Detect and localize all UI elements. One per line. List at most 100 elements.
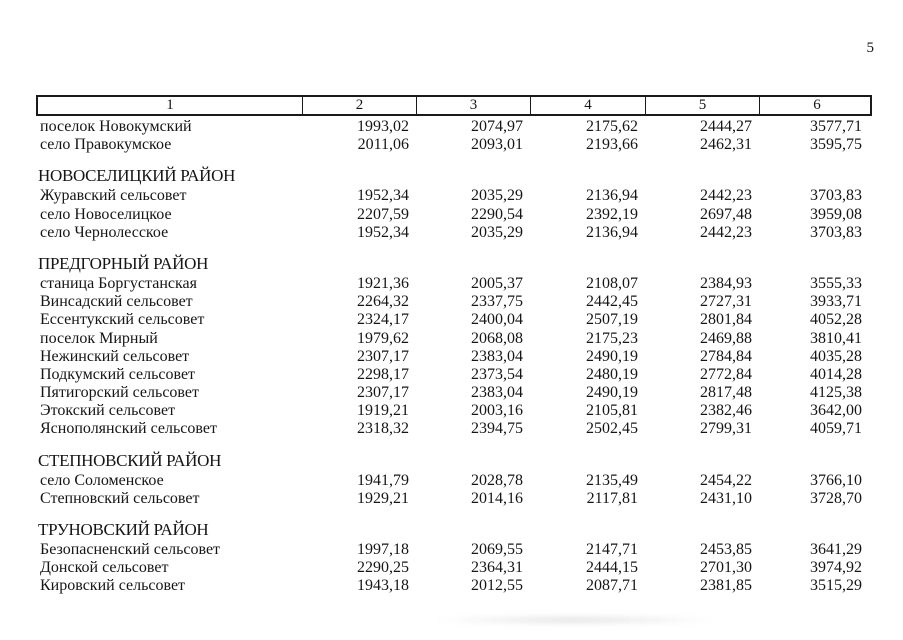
column-header: 6 bbox=[759, 97, 874, 114]
value-cell: 2462,31 bbox=[700, 136, 752, 154]
value-cell: 3641,29 bbox=[810, 541, 862, 558]
value-cell: 1929,21 bbox=[357, 489, 409, 507]
table-row: Нежинский сельсовет 2307,17 2383,04 2490,19… bbox=[36, 348, 872, 366]
value-cell: 2087,71 bbox=[586, 577, 638, 595]
section-title: СТЕПНОВСКИЙ РАЙОН bbox=[38, 450, 222, 470]
value-cell: 1943,18 bbox=[357, 577, 409, 595]
table-row: Журавский сельсовет 1952,34 2035,29 2136,94… bbox=[36, 187, 872, 205]
table-row: Яснополянский сельсовет 2318,32 2394,75 250… bbox=[36, 420, 872, 438]
value-cell: 2444,15 bbox=[586, 559, 638, 577]
value-cell: 4059,71 bbox=[810, 420, 862, 438]
value-cell: 2068,08 bbox=[471, 329, 523, 347]
value-cell: 2442,23 bbox=[700, 187, 752, 205]
value-cell: 2035,29 bbox=[471, 187, 523, 205]
value-cell: 2381,85 bbox=[700, 577, 752, 595]
value-cell: 3703,83 bbox=[810, 187, 862, 205]
value-cell: 2324,17 bbox=[357, 311, 409, 329]
table-row: Пятигорский сельсовет 2307,17 2383,04 2490,… bbox=[36, 384, 872, 402]
value-cell: 2817,48 bbox=[700, 384, 752, 402]
value-cell: 1919,21 bbox=[357, 402, 409, 420]
value-cell: 2307,17 bbox=[357, 347, 409, 365]
value-cell: 2318,32 bbox=[357, 420, 409, 438]
table-row: село Правокумское 2011,06 2093,01 2193,66 24… bbox=[36, 136, 872, 154]
table-body: поселок Новокумский 1993,02 2074,97 2175,62… bbox=[36, 116, 872, 596]
value-cell: 2382,46 bbox=[700, 402, 752, 420]
table-row: станица Боргустанская 1921,36 2005,37 2108,… bbox=[36, 275, 872, 293]
value-cell: 3766,10 bbox=[810, 471, 862, 489]
column-header: 5 bbox=[645, 97, 759, 114]
table-row: Безопасненский сельсовет 1997,18 2069,55 21… bbox=[36, 541, 872, 559]
value-cell: 3515,29 bbox=[810, 577, 862, 595]
value-cell: 2384,93 bbox=[700, 274, 752, 292]
value-cell: 2394,75 bbox=[471, 420, 523, 438]
value-cell: 3577,71 bbox=[810, 118, 862, 135]
value-cell: 4014,28 bbox=[810, 365, 862, 383]
row-label: село Правокумское bbox=[40, 136, 172, 154]
table-row: поселок Новокумский 1993,02 2074,97 2175,62… bbox=[36, 118, 872, 136]
table-row: Подкумский сельсовет 2298,17 2373,54 2480,1… bbox=[36, 366, 872, 384]
scan-artifact bbox=[430, 614, 720, 626]
value-cell: 2784,84 bbox=[700, 347, 752, 365]
value-cell: 2117,81 bbox=[586, 489, 638, 507]
value-cell: 2507,19 bbox=[586, 311, 638, 329]
row-label: поселок Мирный bbox=[40, 329, 158, 347]
row-label: Кировский сельсовет bbox=[40, 577, 186, 595]
value-cell: 2431,10 bbox=[700, 489, 752, 507]
value-cell: 2469,88 bbox=[700, 329, 752, 347]
table-row: село Соломенское 1941,79 2028,78 2135,49 245… bbox=[36, 472, 872, 490]
value-cell: 3728,70 bbox=[810, 489, 862, 507]
value-cell: 2193,66 bbox=[586, 136, 638, 154]
table-row: Ессентукский сельсовет 2324,17 2400,04 2507… bbox=[36, 311, 872, 329]
value-cell: 2364,31 bbox=[471, 559, 523, 577]
value-cell: 2444,27 bbox=[700, 118, 752, 135]
value-cell: 1952,34 bbox=[357, 223, 409, 241]
value-cell: 2011,06 bbox=[357, 136, 409, 154]
value-cell: 2400,04 bbox=[471, 311, 523, 329]
value-cell: 2307,17 bbox=[357, 384, 409, 402]
table-row: Этокский сельсовет 1919,21 2003,16 2105,81 2… bbox=[36, 402, 872, 420]
value-cell: 2290,25 bbox=[357, 559, 409, 577]
value-cell: 2701,30 bbox=[700, 559, 752, 577]
row-label: Этокский сельсовет bbox=[40, 402, 176, 420]
value-cell: 2175,23 bbox=[586, 329, 638, 347]
column-header: 3 bbox=[416, 97, 530, 114]
value-cell: 2014,16 bbox=[471, 489, 523, 507]
value-cell: 2801,84 bbox=[700, 311, 752, 329]
value-cell: 3959,08 bbox=[810, 205, 862, 223]
value-cell: 2074,97 bbox=[471, 118, 523, 135]
value-cell: 2697,48 bbox=[700, 205, 752, 223]
value-cell: 2490,19 bbox=[586, 347, 638, 365]
value-cell: 4125,38 bbox=[810, 384, 862, 402]
row-label: Степновский сельсовет bbox=[40, 489, 200, 507]
value-cell: 2093,01 bbox=[471, 136, 523, 154]
value-cell: 2480,19 bbox=[586, 365, 638, 383]
row-label: Журавский сельсовет bbox=[40, 187, 187, 205]
value-cell: 2207,59 bbox=[357, 205, 409, 223]
value-cell: 2012,55 bbox=[471, 577, 523, 595]
value-cell: 2175,62 bbox=[586, 118, 638, 135]
value-cell: 3974,92 bbox=[810, 559, 862, 577]
row-label: село Чернолесское bbox=[40, 223, 169, 241]
section-title: НОВОСЕЛИЦКИЙ РАЙОН bbox=[38, 166, 236, 186]
value-cell: 2383,04 bbox=[471, 347, 523, 365]
value-cell: 2442,45 bbox=[586, 293, 638, 311]
value-cell: 2454,22 bbox=[700, 471, 752, 489]
value-cell: 4035,28 bbox=[810, 347, 862, 365]
value-cell: 1979,62 bbox=[357, 329, 409, 347]
column-header: 4 bbox=[530, 97, 645, 114]
value-cell: 2502,45 bbox=[586, 420, 638, 438]
table-row: Винсадский сельсовет 2264,32 2337,75 2442,4… bbox=[36, 293, 872, 311]
row-label: станица Боргустанская bbox=[40, 274, 197, 292]
value-cell: 2383,04 bbox=[471, 384, 523, 402]
value-cell: 2799,31 bbox=[700, 420, 752, 438]
row-label: поселок Новокумский bbox=[40, 118, 192, 135]
value-cell: 4052,28 bbox=[810, 311, 862, 329]
value-cell: 1997,18 bbox=[357, 541, 409, 558]
value-cell: 2772,84 bbox=[700, 365, 752, 383]
row-label: Донской сельсовет bbox=[40, 559, 169, 577]
table-row: Донской сельсовет 2290,25 2364,31 2444,15 27… bbox=[36, 559, 872, 577]
section-title: ТРУНОВСКИЙ РАЙОН bbox=[38, 520, 209, 539]
row-label: село Новоселицкое bbox=[40, 205, 172, 223]
value-cell: 2298,17 bbox=[357, 365, 409, 383]
